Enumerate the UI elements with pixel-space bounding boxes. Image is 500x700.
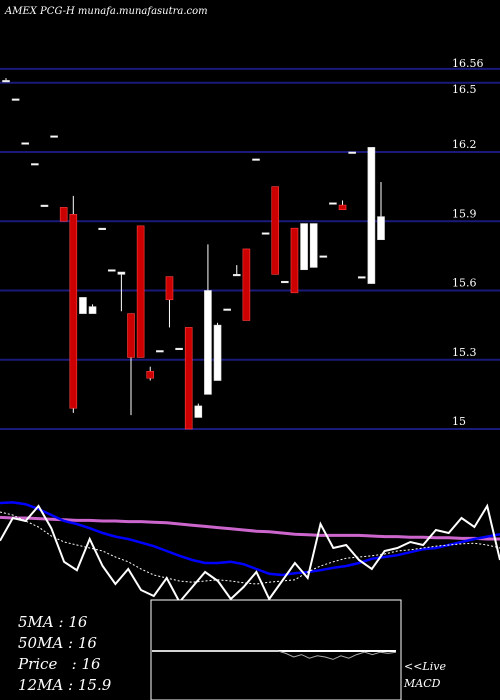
candle-body xyxy=(107,269,116,272)
candle-body xyxy=(329,202,337,205)
y-tick-label: 15.6 xyxy=(452,277,477,290)
y-tick-label: 16.56 xyxy=(452,57,484,70)
y-tick-label: 16.2 xyxy=(452,138,477,151)
stat-12ma: 12MA : 15.9 xyxy=(18,676,112,694)
candle-body xyxy=(232,274,241,277)
candle-body xyxy=(69,214,78,409)
candle-body xyxy=(300,223,308,271)
macd-live-label: <<Live xyxy=(404,660,446,673)
y-tick-label: 16.5 xyxy=(452,83,477,96)
y-tick-label: 15 xyxy=(452,415,466,428)
candle-body xyxy=(136,225,145,358)
candle-body xyxy=(156,350,164,353)
candle-body xyxy=(79,297,87,314)
candle-body xyxy=(165,276,174,301)
candle-body xyxy=(204,290,212,395)
candle-body xyxy=(11,98,20,101)
stat-price: Price : 16 xyxy=(18,655,101,673)
candle-body xyxy=(175,347,183,351)
candle-body xyxy=(40,204,49,207)
stat-5ma: 5MA : 16 xyxy=(18,613,88,631)
ma-series-line xyxy=(0,503,500,604)
candle-body xyxy=(98,227,106,230)
candle-body xyxy=(146,370,155,379)
candle-body xyxy=(357,276,366,279)
candle-body xyxy=(271,186,280,275)
ma-series-line xyxy=(0,515,500,541)
candle-body xyxy=(252,158,260,161)
candle-body xyxy=(242,248,251,321)
ma-series-line xyxy=(0,511,500,585)
candle-body xyxy=(31,163,39,166)
stat-50ma: 50MA : 16 xyxy=(18,634,97,652)
candle-body xyxy=(127,313,135,358)
y-tick-label: 15.3 xyxy=(452,346,477,359)
candle-body xyxy=(309,223,318,268)
ma-series-line xyxy=(0,501,500,577)
candle-body xyxy=(50,135,58,138)
candle-body xyxy=(290,227,299,294)
candle-body xyxy=(261,232,270,235)
candle-body xyxy=(377,216,385,241)
macd-label: MACD xyxy=(404,677,441,690)
candle-body xyxy=(338,204,347,211)
candle-body xyxy=(367,147,376,284)
candle-body xyxy=(21,142,30,145)
candle-body xyxy=(117,271,126,275)
candle-body xyxy=(348,151,356,154)
candle-body xyxy=(213,324,222,381)
price-chart: 16.56 16.5 16.2 15.9 15.6 15.3 15 xyxy=(0,57,500,430)
candle-body xyxy=(223,308,231,311)
candle-body xyxy=(281,280,289,284)
candle-body xyxy=(88,306,97,314)
candle-body xyxy=(59,207,68,222)
chart-header: AMEX PCG-H munafa.munafasutra.com xyxy=(5,6,208,17)
macd-series-line xyxy=(152,650,397,660)
candle-body xyxy=(319,255,328,258)
candle-body xyxy=(184,327,193,430)
candle-body xyxy=(194,405,203,418)
y-tick-label: 15.9 xyxy=(452,207,477,220)
candle-body xyxy=(2,80,10,83)
